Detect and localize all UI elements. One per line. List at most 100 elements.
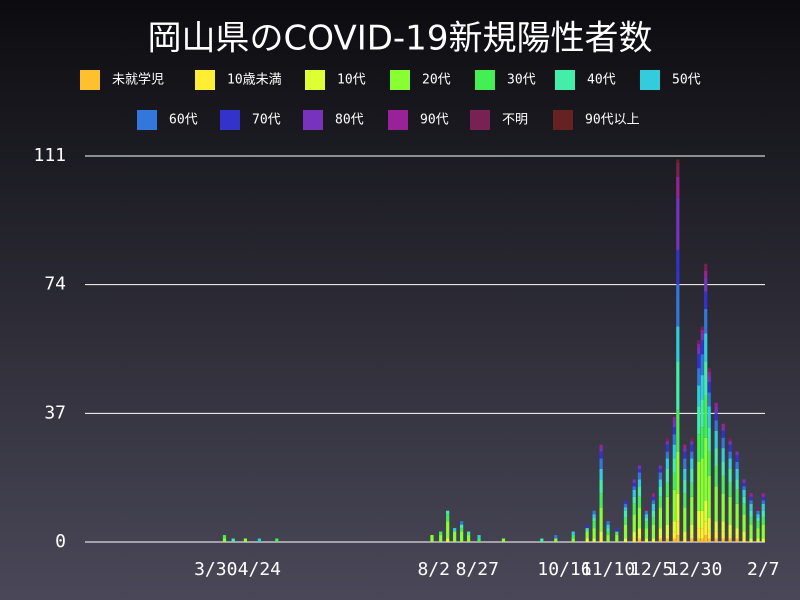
bar-segment bbox=[676, 176, 680, 198]
bar-segment bbox=[690, 468, 694, 483]
legend-label: 20代 bbox=[422, 73, 451, 88]
bar-segment bbox=[756, 507, 760, 511]
bar-segment bbox=[700, 326, 704, 330]
bar-segment bbox=[700, 354, 704, 376]
bar-segment bbox=[637, 465, 642, 469]
bar-segment bbox=[592, 514, 596, 518]
bar-segment bbox=[477, 538, 481, 542]
bar-segment bbox=[700, 340, 704, 355]
bar-segment bbox=[658, 535, 662, 539]
bar-segment bbox=[714, 538, 718, 542]
bar-segment bbox=[658, 479, 662, 487]
bar-segment bbox=[644, 528, 649, 539]
bar-segment bbox=[651, 493, 656, 497]
bar-segment bbox=[665, 535, 669, 539]
bar-segment bbox=[644, 510, 649, 515]
bar-segment bbox=[761, 496, 765, 501]
bar-segment bbox=[453, 531, 457, 542]
bar-segment bbox=[697, 528, 701, 539]
bar-segment bbox=[571, 535, 575, 539]
bar-segment bbox=[697, 368, 701, 386]
bar-segment bbox=[704, 535, 708, 542]
bar-segment bbox=[651, 510, 656, 518]
bar-segment bbox=[599, 479, 603, 494]
bar-segment bbox=[554, 538, 558, 542]
bar-segment bbox=[676, 451, 680, 494]
bar-segment bbox=[658, 468, 662, 473]
bar-segment bbox=[700, 427, 704, 459]
bar-segment bbox=[446, 510, 450, 515]
bar-segment bbox=[644, 514, 649, 518]
bar-segment bbox=[571, 538, 575, 542]
bar-segment bbox=[721, 437, 725, 449]
bar-segment bbox=[697, 347, 701, 355]
bar-segment bbox=[637, 538, 642, 542]
bar-segment bbox=[761, 510, 765, 518]
bar-segment bbox=[665, 468, 669, 483]
bar-segment bbox=[697, 434, 701, 463]
bar-segment bbox=[676, 326, 680, 362]
legend-label: 50代 bbox=[672, 73, 701, 88]
bar-segment bbox=[721, 531, 725, 539]
bar-segment bbox=[700, 399, 704, 428]
bar-segment bbox=[606, 521, 610, 525]
bar-segment bbox=[697, 406, 701, 435]
bar-segment bbox=[735, 489, 739, 504]
bar-segment bbox=[721, 448, 725, 463]
bar-segment bbox=[672, 434, 676, 445]
bar-segment bbox=[749, 517, 753, 525]
bar-segment bbox=[676, 409, 680, 452]
bar-segment bbox=[714, 486, 718, 522]
bar-segment bbox=[697, 343, 701, 348]
legend-swatch bbox=[80, 70, 100, 90]
bar-segment bbox=[690, 524, 694, 536]
x-tick-label: 4/24 bbox=[238, 559, 281, 580]
bar-segment bbox=[672, 420, 676, 428]
bar-segment bbox=[615, 535, 619, 542]
bar-segment bbox=[761, 517, 765, 525]
bar-segment bbox=[585, 538, 589, 542]
legend-label: 40代 bbox=[587, 73, 616, 88]
bar-segment bbox=[599, 538, 603, 542]
bar-segment bbox=[707, 392, 711, 407]
legend-swatch bbox=[553, 110, 573, 130]
legend-swatch bbox=[220, 110, 240, 130]
bar-segment bbox=[704, 270, 708, 278]
bar-segment bbox=[665, 458, 669, 469]
bar-segment bbox=[700, 510, 704, 529]
bar-segment bbox=[742, 503, 746, 515]
bar-segment bbox=[728, 441, 732, 445]
bar-segment bbox=[742, 489, 746, 497]
bar-segment bbox=[651, 538, 656, 542]
legend-label: 30代 bbox=[507, 73, 536, 88]
legend-swatch bbox=[388, 110, 408, 130]
bar-segment bbox=[749, 503, 753, 511]
bar-segment bbox=[651, 503, 656, 511]
x-tick-label: 12/30 bbox=[668, 559, 722, 580]
bar-segment bbox=[728, 496, 732, 525]
bar-segment bbox=[690, 444, 694, 452]
bar-segment bbox=[571, 531, 575, 536]
bar-segment bbox=[477, 535, 481, 539]
bar-segment bbox=[632, 496, 636, 504]
bar-segment bbox=[658, 528, 662, 536]
y-tick-label: 74 bbox=[44, 274, 66, 295]
legend-label: 70代 bbox=[252, 113, 281, 128]
bar-segment bbox=[665, 524, 669, 536]
bar-segment bbox=[728, 468, 732, 483]
bar-segment bbox=[644, 521, 649, 529]
bar-segment bbox=[453, 528, 457, 532]
bar-segment bbox=[721, 493, 725, 522]
x-tick-label: 12/5 bbox=[630, 559, 673, 580]
bar-segment bbox=[637, 472, 642, 480]
bar-segment bbox=[749, 524, 753, 539]
bar-segment bbox=[644, 517, 649, 522]
bar-segment bbox=[632, 514, 636, 532]
bar-segment bbox=[676, 162, 680, 177]
bar-segment bbox=[728, 458, 732, 469]
bar-segment bbox=[651, 496, 656, 501]
bar-segment bbox=[466, 535, 471, 542]
bar-segment bbox=[644, 538, 649, 542]
bar-segment bbox=[683, 448, 687, 452]
